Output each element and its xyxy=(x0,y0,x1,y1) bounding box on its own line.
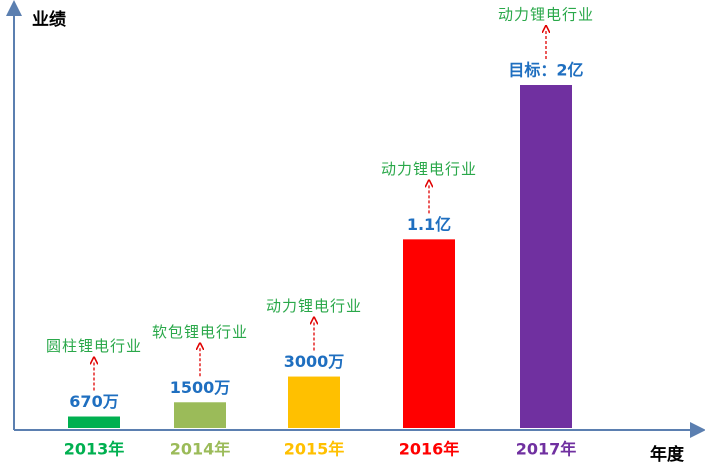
annotation: 软包锂电行业 xyxy=(152,323,248,341)
annotation: 动力锂电行业 xyxy=(381,160,477,178)
bar xyxy=(288,376,340,428)
value-label: 3000万 xyxy=(284,352,345,371)
x-tick-label: 2017年 xyxy=(516,440,577,459)
value-label: 目标：2亿 xyxy=(508,61,583,80)
bar xyxy=(520,85,572,428)
value-label: 1500万 xyxy=(170,378,231,397)
bar xyxy=(403,239,455,428)
y-axis-label: 业绩 xyxy=(32,9,66,30)
bar xyxy=(174,402,226,428)
annotation: 动力锂电行业 xyxy=(498,6,594,24)
x-tick-label: 2013年 xyxy=(64,440,125,459)
value-label: 670万 xyxy=(69,392,118,411)
x-axis-label: 年度 xyxy=(650,444,685,465)
annotation: 圆柱锂电行业 xyxy=(46,337,142,355)
x-tick-label: 2015年 xyxy=(284,440,345,459)
annotation: 动力锂电行业 xyxy=(266,297,362,315)
x-tick-label: 2016年 xyxy=(399,440,460,459)
value-label: 1.1亿 xyxy=(407,215,451,234)
bar xyxy=(68,416,120,428)
x-tick-label: 2014年 xyxy=(170,440,231,459)
